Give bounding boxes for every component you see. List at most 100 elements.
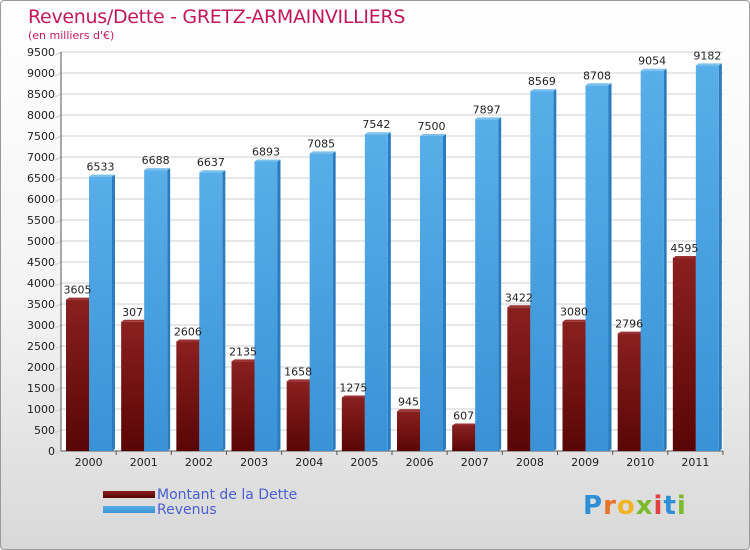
y-tick-label: 8000 bbox=[27, 109, 55, 122]
debt-bar bbox=[341, 397, 365, 451]
gridline-side bbox=[54, 114, 62, 119]
revenue-bar-side bbox=[498, 117, 502, 452]
x-tick-label: 2009 bbox=[571, 456, 599, 469]
gridline-side bbox=[54, 51, 62, 56]
gridline-side bbox=[54, 261, 62, 266]
gridline-side bbox=[54, 219, 62, 224]
revenue-bar bbox=[309, 153, 333, 451]
revenue-bar bbox=[530, 91, 554, 452]
data-label: 1658 bbox=[284, 365, 312, 378]
data-label: 9054 bbox=[638, 55, 666, 68]
x-tick-label: 2006 bbox=[406, 456, 434, 469]
gridline-side bbox=[54, 324, 62, 329]
x-tick-label: 2002 bbox=[185, 456, 213, 469]
data-label: 7897 bbox=[473, 103, 501, 116]
legend-label-revenue: Revenus bbox=[157, 501, 217, 518]
y-tick-label: 3500 bbox=[27, 298, 55, 311]
x-tick-label: 2011 bbox=[681, 456, 709, 469]
revenue-bar bbox=[199, 172, 223, 451]
gridline-side bbox=[54, 93, 62, 98]
revenue-bar-top bbox=[530, 89, 557, 92]
data-label: 2135 bbox=[229, 345, 257, 358]
revenue-bar bbox=[254, 161, 278, 451]
y-tick-label: 500 bbox=[34, 424, 55, 437]
x-tick-label: 2005 bbox=[350, 456, 378, 469]
y-tick-label: 7000 bbox=[27, 151, 55, 164]
revenue-bar bbox=[585, 85, 609, 451]
data-label: 7500 bbox=[418, 120, 446, 133]
gridline-side bbox=[54, 72, 62, 77]
data-label: 2606 bbox=[174, 326, 202, 339]
data-label: 3422 bbox=[505, 291, 533, 304]
revenue-bar-top bbox=[695, 63, 722, 66]
debt-bar-top bbox=[397, 409, 423, 412]
data-label: 945 bbox=[398, 395, 419, 408]
data-label: 6533 bbox=[87, 161, 115, 174]
debt-bar bbox=[507, 307, 531, 451]
x-tick-label: 2004 bbox=[295, 456, 323, 469]
revenue-bar-side bbox=[167, 168, 171, 451]
legend-label-debt: Montant de la Dette bbox=[157, 486, 298, 503]
revenue-bar-top bbox=[475, 117, 502, 120]
gridline-side bbox=[54, 387, 62, 392]
revenue-bar-side bbox=[718, 63, 722, 452]
gridline-side bbox=[54, 240, 62, 245]
revenue-bar bbox=[695, 65, 719, 451]
gridline-side bbox=[54, 198, 62, 203]
debt-bar bbox=[617, 333, 641, 451]
debt-bar bbox=[562, 321, 586, 451]
legend-swatch-debt bbox=[103, 491, 155, 498]
data-label: 2796 bbox=[615, 318, 643, 331]
revenue-bar-side bbox=[608, 83, 612, 451]
debt-bar bbox=[176, 341, 200, 451]
y-tick-label: 3000 bbox=[27, 319, 55, 332]
revenue-bar-side bbox=[222, 170, 226, 451]
revenue-bar bbox=[475, 119, 499, 452]
y-tick-label: 6500 bbox=[27, 172, 55, 185]
revenue-bar-top bbox=[364, 132, 391, 135]
debt-bar-top bbox=[176, 339, 203, 342]
data-label: 6688 bbox=[142, 154, 170, 167]
y-tick-label: 2000 bbox=[27, 361, 55, 374]
gridline-side bbox=[54, 345, 62, 350]
y-tick-label: 9000 bbox=[27, 67, 55, 80]
gridline-side bbox=[54, 156, 62, 161]
gridline-side bbox=[54, 408, 62, 413]
debt-bar-top bbox=[286, 379, 313, 382]
plot-area bbox=[61, 52, 723, 451]
revenue-bar-side bbox=[443, 134, 446, 451]
gridline-side bbox=[54, 366, 62, 371]
revenue-bar-side bbox=[387, 132, 391, 451]
revenue-bar-side bbox=[332, 151, 336, 451]
debt-bar bbox=[452, 425, 476, 451]
x-tick-label: 2008 bbox=[516, 456, 544, 469]
chart-subtitle: (en milliers d'€) bbox=[28, 29, 115, 42]
revenue-bar-top bbox=[254, 159, 281, 162]
y-tick-label: 4500 bbox=[27, 256, 55, 269]
gridline-side bbox=[54, 450, 62, 455]
debt-bar bbox=[397, 411, 420, 451]
revenue-bar-side bbox=[112, 174, 115, 451]
x-tick-label: 2003 bbox=[240, 456, 268, 469]
y-tick-label: 1500 bbox=[27, 382, 55, 395]
revenue-bar-top bbox=[640, 68, 667, 71]
gridline-side bbox=[54, 135, 62, 140]
y-tick-label: 5000 bbox=[27, 235, 55, 248]
data-label: 1275 bbox=[339, 381, 367, 394]
revenue-bar-side bbox=[663, 68, 667, 452]
chart-title: Revenus/Dette - GRETZ-ARMAINVILLIERS bbox=[28, 6, 406, 28]
revenue-bar-top bbox=[585, 83, 612, 86]
y-tick-label: 2500 bbox=[27, 340, 55, 353]
x-tick-label: 2000 bbox=[75, 456, 103, 469]
debt-bar-top bbox=[617, 331, 644, 334]
revenue-bar-top bbox=[420, 134, 446, 136]
revenue-bar bbox=[144, 170, 168, 451]
y-tick-label: 6000 bbox=[27, 193, 55, 206]
debt-bar bbox=[231, 361, 255, 451]
debt-bar bbox=[66, 299, 89, 451]
debt-bar-top bbox=[672, 256, 699, 259]
data-label: 6637 bbox=[197, 156, 225, 169]
debt-bar-top bbox=[507, 305, 534, 308]
